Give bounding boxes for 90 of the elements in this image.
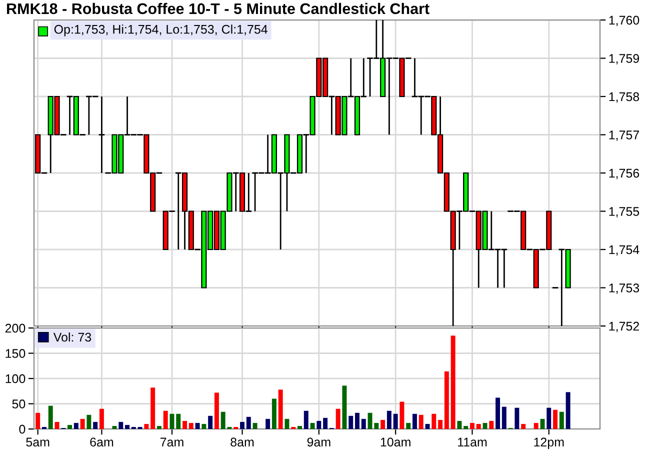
bar	[400, 402, 404, 429]
bar	[361, 418, 366, 429]
annotation: Op:1,753, Hi:1,754, Lo:1,753, Cl:1,754	[54, 24, 268, 36]
bar	[272, 398, 276, 429]
x-tick-label: 11am	[458, 438, 487, 447]
chart-title: RMK18 - Robusta Coffee 10-T - 5 Minute Candlestick Chart	[7, 2, 430, 14]
y-tick-label: 200	[5, 324, 26, 333]
x-tick-label: 9am	[307, 438, 330, 447]
bar	[476, 424, 481, 429]
bar	[514, 408, 520, 429]
bar	[412, 414, 417, 429]
bar	[266, 418, 270, 429]
bar	[323, 418, 328, 429]
bar	[252, 422, 258, 429]
bar	[559, 412, 564, 429]
bar	[48, 406, 53, 429]
bar	[450, 336, 456, 429]
bar	[125, 424, 130, 429]
bar	[546, 408, 552, 429]
y-tick-label: 150	[6, 349, 26, 358]
bar	[284, 418, 290, 429]
bar	[86, 414, 92, 429]
bar	[444, 371, 449, 429]
bar	[521, 424, 526, 429]
bar	[93, 422, 98, 429]
y-tick-label: 1,753	[609, 284, 640, 294]
bar	[118, 422, 124, 429]
bar	[99, 408, 104, 429]
bar	[298, 426, 302, 429]
candlestick	[98, 96, 106, 174]
bar	[176, 414, 181, 429]
bar	[502, 406, 506, 429]
bar	[80, 418, 85, 429]
y-tick-label: 1,755	[609, 207, 640, 218]
bar	[150, 388, 156, 429]
y-tick-label: 1,757	[609, 130, 639, 141]
bar	[182, 420, 187, 429]
y-tick-label: 1,752	[609, 322, 639, 332]
bar	[393, 414, 398, 429]
bar	[380, 420, 386, 429]
bar	[470, 422, 474, 429]
bar	[496, 398, 500, 429]
bar	[310, 422, 315, 429]
bar	[464, 426, 468, 429]
bar	[36, 412, 40, 429]
y-tick-label: 100	[6, 374, 26, 384]
bar	[246, 416, 251, 429]
bar	[68, 424, 72, 429]
bar	[278, 390, 283, 429]
y-tick-label: 1,754	[609, 245, 640, 256]
x-tick-label: 8am	[230, 438, 254, 447]
bar	[304, 410, 308, 429]
bar	[348, 416, 354, 429]
bar	[144, 424, 149, 429]
y-tick-label: 1,756	[609, 168, 640, 180]
x-tick-label: 6am	[90, 438, 114, 447]
bar	[240, 422, 244, 429]
bar	[156, 426, 162, 429]
bar	[74, 422, 78, 429]
bar	[489, 420, 494, 429]
y-tick-label: 0	[19, 424, 26, 434]
bar	[208, 416, 213, 429]
bar	[553, 410, 558, 429]
x-tick-label: 10am	[380, 438, 410, 447]
bar	[342, 386, 347, 429]
x-tick-label: 5am	[26, 438, 50, 447]
bar	[566, 392, 570, 429]
bar	[425, 424, 430, 429]
bar	[418, 414, 424, 429]
bar	[336, 408, 340, 429]
bar	[386, 410, 392, 429]
bar	[195, 422, 200, 429]
legend-label: Vol: 73	[53, 332, 92, 342]
y-tick-label: 1,758	[609, 92, 640, 103]
bar	[432, 414, 436, 429]
y-tick-label: 1,760	[609, 16, 640, 26]
bar	[534, 422, 538, 429]
bar	[214, 392, 219, 429]
bar	[316, 420, 322, 429]
bar	[163, 410, 168, 429]
y-tick-label: 1,759	[609, 54, 640, 64]
bar	[188, 422, 194, 429]
bar	[438, 420, 443, 429]
bar	[406, 422, 411, 429]
bar	[202, 424, 206, 429]
x-tick-label: 7am	[160, 438, 184, 447]
bar	[457, 420, 462, 429]
y-tick-label: 50	[12, 400, 26, 408]
x-tick-label: 12pm	[534, 438, 564, 449]
bar	[355, 412, 360, 429]
